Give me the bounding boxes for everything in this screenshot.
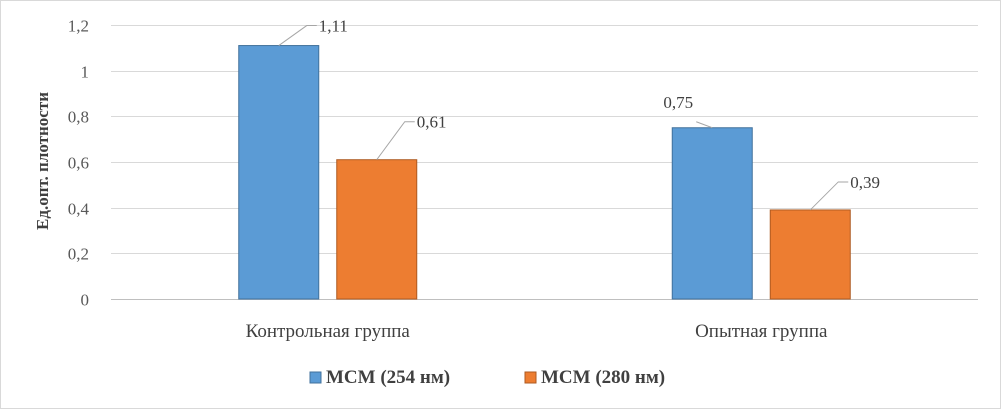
data-label-leader	[376, 121, 415, 161]
y-tick-label: 0,8	[68, 108, 89, 127]
data-labels: 1,11 0,61 0,75 0,39	[319, 17, 880, 192]
y-tick-label: 0,4	[68, 200, 90, 219]
data-label: 0,75	[663, 93, 693, 112]
data-label-leader	[278, 25, 317, 46]
data-label: 0,39	[850, 173, 880, 192]
data-label-leader	[809, 181, 849, 211]
legend-label: МСМ (254 нм)	[326, 367, 450, 388]
bar-series2	[336, 159, 418, 300]
y-tick-label: 0	[81, 291, 90, 310]
y-tick-label: 0,6	[68, 154, 89, 173]
y-axis-ticks: 0 0,2 0,4 0,6 0,8 1 1,2	[68, 17, 90, 310]
bars	[238, 45, 851, 300]
data-label-leader	[696, 121, 713, 129]
x-category-label: Контрольная группа	[246, 321, 411, 342]
y-tick-label: 0,2	[68, 245, 89, 264]
bar-series2	[769, 209, 851, 300]
y-tick-label: 1	[81, 63, 90, 82]
data-label: 0,61	[417, 113, 447, 132]
legend-swatch	[524, 371, 537, 384]
bar-series1	[238, 45, 320, 300]
y-axis-label: Ед.опт. плотности	[33, 92, 52, 230]
y-tick-label: 1,2	[68, 17, 89, 36]
x-axis-categories: Контрольная группа Опытная группа	[246, 321, 828, 342]
legend-label: МСМ (280 нм)	[541, 367, 665, 388]
x-category-label: Опытная группа	[695, 321, 828, 342]
legend-swatch	[309, 371, 322, 384]
data-label-leaders	[278, 25, 849, 211]
data-label: 1,11	[319, 17, 348, 36]
legend: МСМ (254 нм) МСМ (280 нм)	[309, 367, 665, 388]
bar-series1	[671, 127, 753, 300]
